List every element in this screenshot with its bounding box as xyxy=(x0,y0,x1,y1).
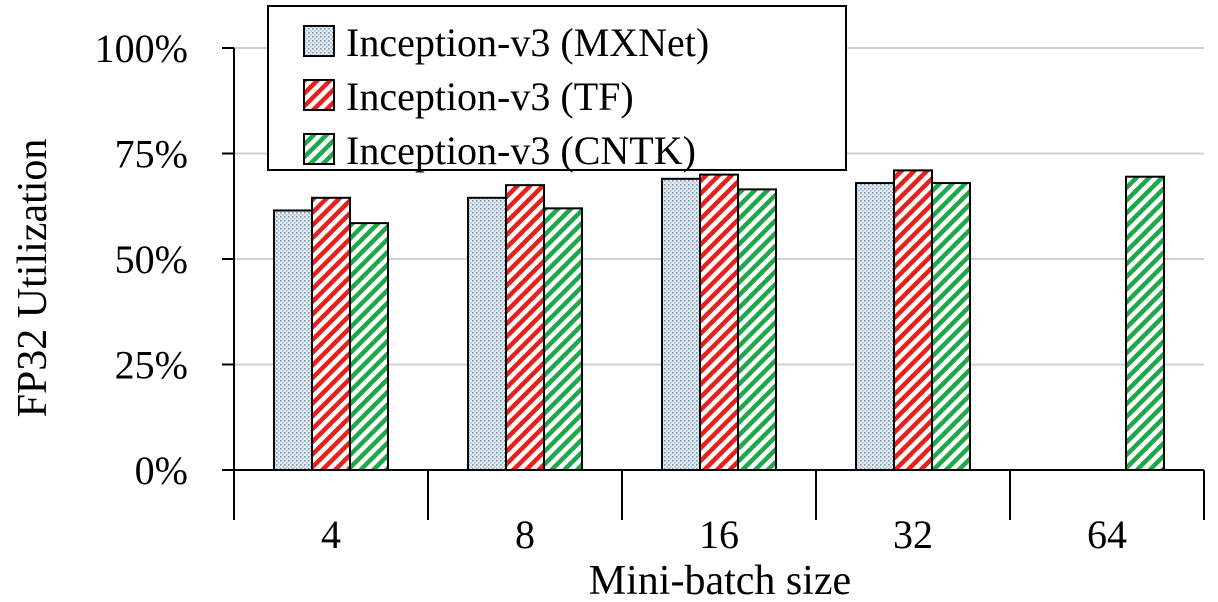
y-tick-label: 100% xyxy=(95,26,188,71)
bar-32-series-0 xyxy=(855,182,895,471)
legend-swatch xyxy=(303,25,335,57)
tick-labels: 0% 25% 50% 75% 100% 4 8 16 32 64 xyxy=(95,26,1127,557)
x-tick-label: 32 xyxy=(893,512,933,557)
y-axis-label: FP32 Utilization xyxy=(10,139,56,418)
bar-4-series-2 xyxy=(349,222,389,471)
bar-8-series-0 xyxy=(467,196,507,471)
legend-swatch xyxy=(303,133,335,165)
bar-32-series-1 xyxy=(893,169,933,471)
x-tick-label: 8 xyxy=(515,512,535,557)
bar-32-series-2 xyxy=(931,182,971,471)
x-tick-label: 4 xyxy=(321,512,341,557)
x-tick-label: 64 xyxy=(1087,512,1127,557)
y-tick-label: 75% xyxy=(115,132,188,177)
legend-label: Inception-v3 (MXNet) xyxy=(346,20,709,65)
bar-16-series-2 xyxy=(737,188,777,471)
y-tick-label: 25% xyxy=(115,343,188,388)
legend-label: Inception-v3 (CNTK) xyxy=(346,128,696,173)
legend-box xyxy=(267,5,847,171)
legend-swatch xyxy=(303,79,335,111)
bar-64-series-2 xyxy=(1125,175,1165,472)
bar-16-series-1 xyxy=(699,173,739,471)
x-axis-label: Mini-batch size xyxy=(589,558,851,602)
bar-16-series-0 xyxy=(661,177,701,471)
legend-label: Inception-v3 (TF) xyxy=(346,74,634,119)
legend: Inception-v3 (MXNet) Inception-v3 (TF) Inc… xyxy=(267,5,847,173)
bar-4-series-1 xyxy=(311,196,351,471)
bar-8-series-1 xyxy=(505,184,545,471)
x-tick-label: 16 xyxy=(699,512,739,557)
y-tick-label: 0% xyxy=(135,448,188,493)
bar-8-series-2 xyxy=(543,207,583,472)
bars xyxy=(273,169,1165,472)
y-tick-label: 50% xyxy=(115,237,188,282)
bar-4-series-0 xyxy=(273,209,313,471)
